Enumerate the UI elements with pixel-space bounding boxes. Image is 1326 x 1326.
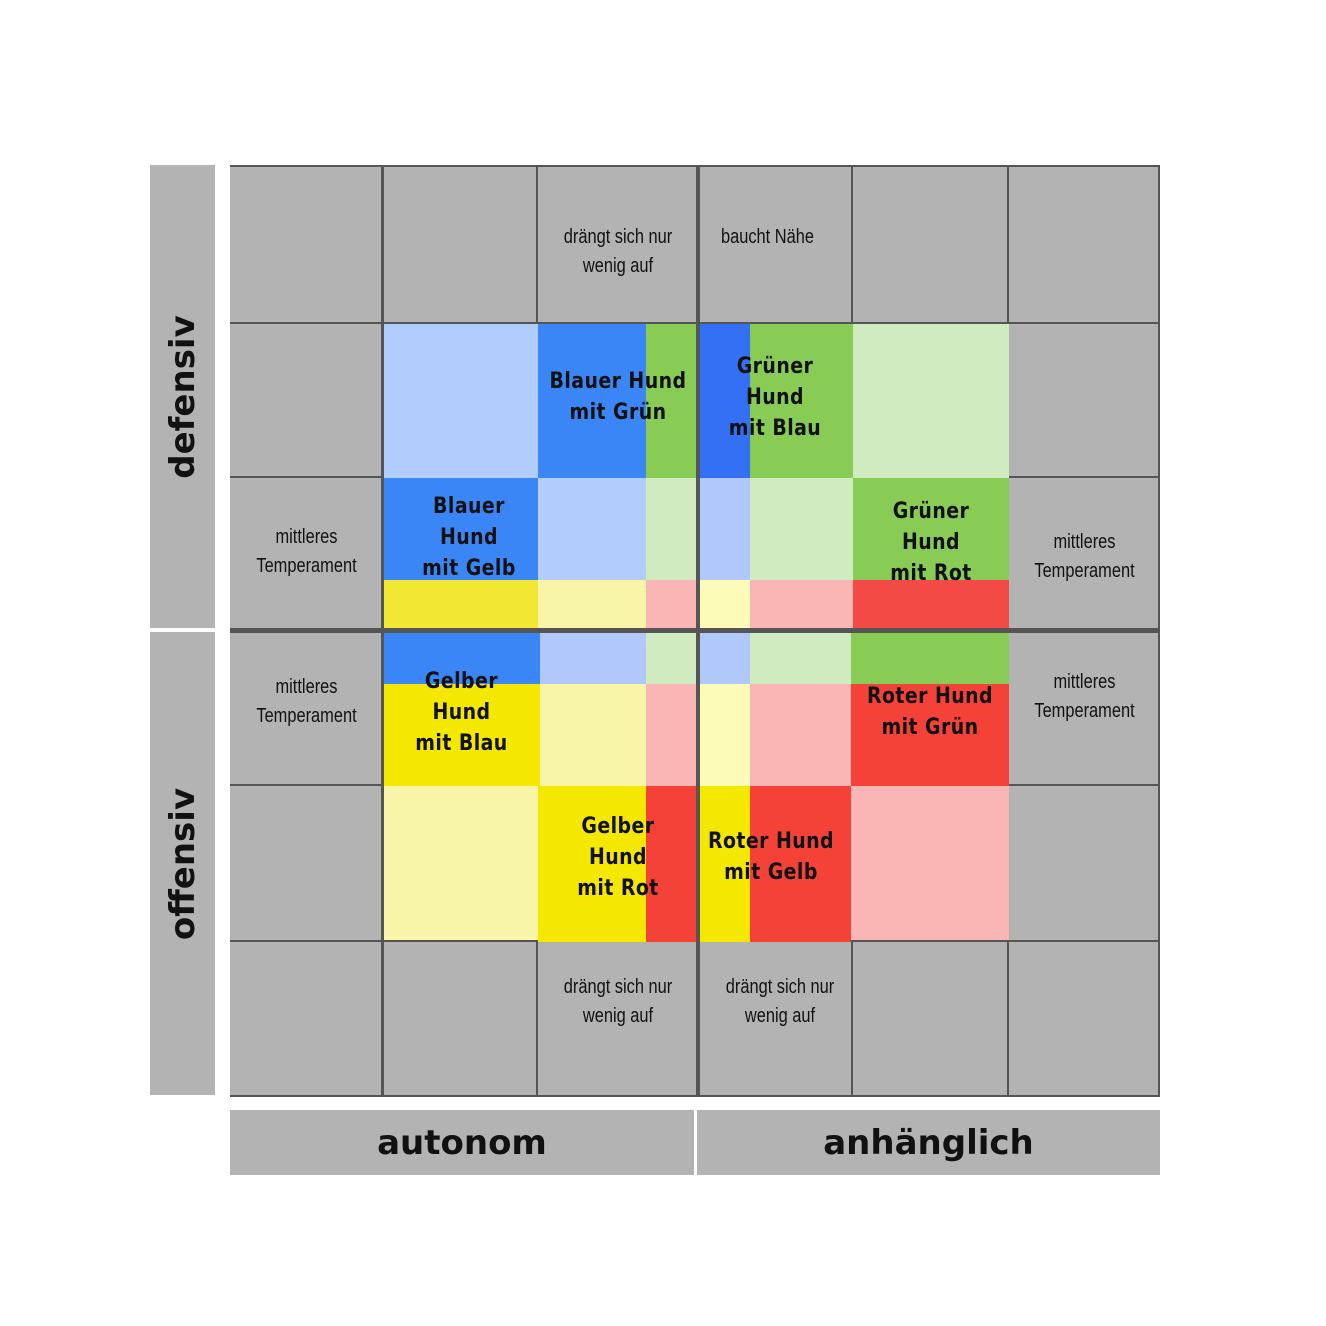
column-separator [381, 167, 384, 1097]
color-block [646, 684, 698, 786]
grid-cell [1009, 942, 1160, 1097]
color-block [853, 478, 1009, 580]
color-block [383, 324, 538, 478]
color-block [700, 684, 750, 786]
color-block [540, 684, 646, 786]
color-block [383, 580, 538, 630]
color-block [750, 324, 853, 478]
dog-label-blue-yellow: Blauer Hund mit Gelb [422, 493, 516, 581]
grid-cell [383, 167, 538, 324]
temperament-grid: drängt sich nur wenig auf baucht Nähe mitt… [230, 165, 1160, 1097]
color-block [853, 580, 1009, 630]
defensiv-label-box: defensiv [150, 165, 215, 628]
grid-cell [230, 630, 383, 786]
color-block [538, 324, 646, 478]
color-block [646, 580, 698, 630]
color-block [851, 632, 1009, 684]
cell-text-right-upper-mid: mittleres Temperament [1034, 531, 1135, 582]
grid-cell [1009, 786, 1160, 942]
grid-cell [1009, 324, 1160, 478]
dog-label-red-green: Roter Hund mit Grün [867, 684, 993, 740]
color-block [750, 684, 853, 786]
color-block [383, 786, 538, 940]
color-block [383, 478, 538, 580]
color-block [750, 580, 853, 630]
color-block [646, 632, 698, 684]
grid-cell [1009, 478, 1160, 630]
color-block [700, 580, 750, 630]
dog-label-yellow-red: Gelber Hund mit Rot [577, 813, 659, 901]
dog-label-green-red: Grüner Hund mit Rot [890, 498, 972, 586]
color-block [750, 632, 853, 684]
horizontal-divider [230, 628, 1160, 633]
offensiv-label: offensiv [162, 787, 203, 940]
color-block [538, 786, 646, 942]
grid-cell [230, 324, 383, 478]
grid-cell [698, 942, 853, 1097]
grid-cell [230, 786, 383, 942]
grid-cell [853, 942, 1009, 1097]
cell-text-right-lower-mid: mittleres Temperament [1034, 671, 1135, 722]
color-block [750, 786, 851, 942]
defensiv-label: defensiv [162, 314, 203, 479]
color-block [750, 478, 853, 580]
cell-text-bottom-left-inner: drängt sich nur wenig auf [563, 976, 673, 1027]
grid-cell [853, 167, 1009, 324]
anhaenglich-label: anhänglich [697, 1110, 1160, 1175]
cell-text-bottom-right-inner: drängt sich nur wenig auf [725, 976, 835, 1027]
dog-label-red-yellow: Roter Hund mit Gelb [708, 829, 834, 885]
dog-label-green-blue: Grüner Hund mit Blau [728, 353, 822, 441]
color-block [538, 580, 646, 630]
grid-cell [230, 942, 383, 1097]
color-block [700, 478, 750, 580]
cell-text-top-right-inner: baucht Nähe [720, 225, 814, 248]
color-block [538, 478, 646, 580]
grid-cell [1009, 167, 1160, 324]
grid-cell [230, 478, 383, 630]
grid-cell [698, 167, 853, 324]
grid-cell [1009, 630, 1160, 786]
color-block [853, 324, 1009, 478]
color-block [700, 324, 750, 478]
grid-cell [230, 167, 383, 324]
color-block [646, 324, 698, 478]
color-block [646, 786, 698, 942]
color-block [646, 478, 698, 580]
color-block [851, 684, 1009, 786]
color-block [700, 632, 750, 684]
grid-cell [538, 942, 698, 1097]
cell-text-left-upper-mid: mittleres Temperament [256, 526, 357, 577]
color-block [700, 786, 750, 942]
grid-cell [383, 942, 538, 1097]
autonom-label: autonom [230, 1110, 694, 1175]
color-block [851, 786, 1009, 940]
dog-label-blue-green: Blauer Hund mit Grün [549, 369, 687, 425]
cell-text-top-left-inner: drängt sich nur wenig auf [563, 226, 673, 277]
color-block [383, 684, 540, 786]
color-block [540, 632, 646, 684]
color-block [383, 632, 540, 684]
offensiv-label-box: offensiv [150, 632, 215, 1095]
cell-text-left-lower-mid: mittleres Temperament [256, 676, 357, 727]
dog-label-yellow-blue: Gelber Hund mit Blau [415, 668, 508, 756]
